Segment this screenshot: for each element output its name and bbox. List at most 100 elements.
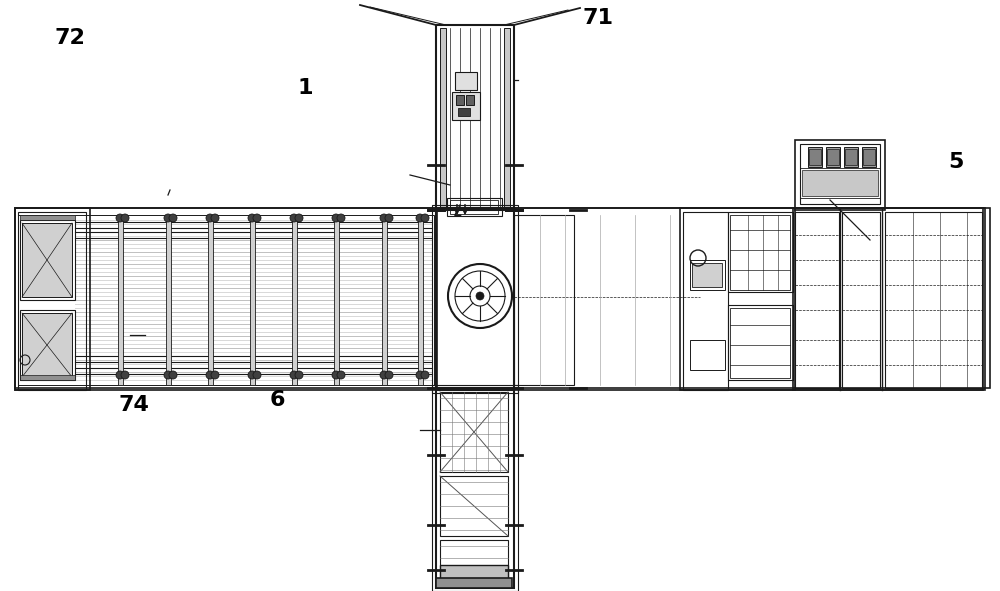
Circle shape: [295, 214, 303, 222]
Circle shape: [337, 371, 345, 379]
Circle shape: [337, 214, 345, 222]
Circle shape: [116, 214, 124, 222]
Circle shape: [164, 371, 172, 379]
Bar: [690, 260, 725, 290]
Circle shape: [380, 371, 388, 379]
Circle shape: [332, 214, 340, 222]
Bar: [432, 205, 518, 393]
Circle shape: [332, 371, 340, 379]
Bar: [842, 212, 880, 388]
Bar: [382, 215, 387, 385]
Circle shape: [421, 371, 429, 379]
Bar: [802, 170, 878, 196]
Bar: [440, 28, 446, 210]
Bar: [692, 263, 722, 287]
Bar: [250, 215, 255, 385]
Bar: [728, 212, 793, 292]
Circle shape: [290, 214, 298, 222]
Circle shape: [416, 371, 424, 379]
Circle shape: [121, 214, 129, 222]
Bar: [466, 95, 474, 105]
Bar: [18, 215, 434, 385]
Bar: [793, 208, 983, 390]
Text: 72: 72: [55, 28, 86, 48]
Bar: [809, 149, 821, 165]
Text: 71: 71: [582, 8, 613, 28]
Circle shape: [380, 214, 388, 222]
Bar: [456, 95, 464, 105]
Bar: [20, 215, 75, 220]
Bar: [166, 215, 171, 385]
Text: 5: 5: [948, 152, 963, 172]
Circle shape: [295, 371, 303, 379]
Bar: [292, 215, 297, 385]
Circle shape: [169, 371, 177, 379]
Bar: [18, 212, 86, 390]
Bar: [690, 340, 725, 370]
Circle shape: [206, 214, 214, 222]
Circle shape: [253, 371, 261, 379]
Bar: [452, 92, 480, 120]
Circle shape: [290, 371, 298, 379]
Bar: [440, 476, 508, 536]
Bar: [15, 208, 437, 390]
Bar: [22, 313, 72, 377]
Bar: [795, 212, 839, 388]
Circle shape: [421, 214, 429, 222]
Bar: [22, 223, 72, 297]
Bar: [795, 140, 885, 210]
Bar: [334, 215, 339, 385]
Circle shape: [206, 371, 214, 379]
Bar: [436, 388, 514, 588]
Bar: [440, 565, 508, 580]
Bar: [440, 540, 508, 582]
Bar: [514, 215, 574, 385]
Circle shape: [385, 371, 393, 379]
Bar: [730, 308, 790, 378]
Circle shape: [116, 371, 124, 379]
Bar: [862, 147, 876, 167]
Circle shape: [121, 371, 129, 379]
Bar: [845, 149, 857, 165]
Text: 1: 1: [298, 78, 314, 98]
Circle shape: [211, 214, 219, 222]
Circle shape: [248, 214, 256, 222]
Bar: [15, 208, 90, 390]
Circle shape: [385, 214, 393, 222]
Bar: [863, 149, 875, 165]
Bar: [20, 375, 75, 380]
Bar: [436, 208, 514, 390]
Bar: [20, 220, 75, 300]
Bar: [728, 305, 793, 380]
Text: 6: 6: [270, 390, 285, 410]
Circle shape: [248, 371, 256, 379]
Circle shape: [169, 214, 177, 222]
Circle shape: [211, 371, 219, 379]
Bar: [20, 310, 75, 380]
Bar: [514, 208, 985, 390]
Text: 74: 74: [118, 395, 149, 415]
Bar: [436, 578, 512, 588]
Bar: [683, 212, 728, 390]
Bar: [844, 147, 858, 167]
Bar: [432, 385, 518, 591]
Bar: [800, 144, 880, 204]
Bar: [15, 208, 990, 388]
Bar: [680, 208, 795, 390]
Bar: [455, 72, 477, 90]
Bar: [418, 215, 423, 385]
Circle shape: [416, 214, 424, 222]
Bar: [827, 149, 839, 165]
Bar: [436, 25, 514, 210]
Bar: [118, 215, 123, 385]
Bar: [826, 147, 840, 167]
Circle shape: [253, 214, 261, 222]
Circle shape: [164, 214, 172, 222]
Bar: [208, 215, 213, 385]
Bar: [808, 147, 822, 167]
Circle shape: [476, 292, 484, 300]
Bar: [504, 28, 510, 210]
Bar: [730, 215, 790, 290]
Bar: [440, 392, 508, 472]
Bar: [800, 168, 880, 198]
